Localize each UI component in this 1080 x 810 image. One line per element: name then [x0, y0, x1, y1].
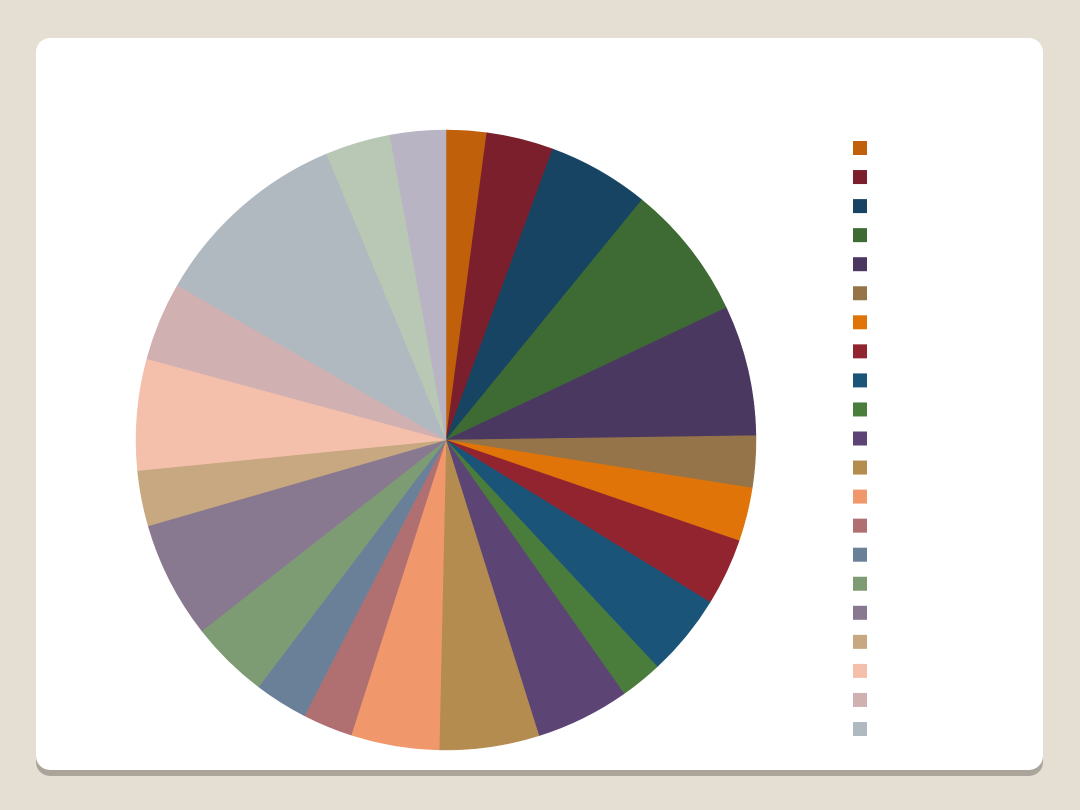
legend-swatch — [853, 692, 867, 707]
legend-swatch — [853, 286, 867, 301]
pie-slice — [445, 307, 757, 441]
pie-slice — [147, 439, 447, 632]
legend-swatch — [853, 228, 867, 243]
legend-swatch — [853, 722, 867, 736]
legend-swatch — [853, 141, 867, 155]
legend-swatch — [853, 257, 867, 272]
legend-swatch — [853, 199, 867, 214]
legend-swatch — [853, 663, 867, 678]
legend-swatch — [853, 460, 867, 475]
legend-swatch — [853, 373, 867, 388]
legend-swatch — [853, 170, 867, 185]
legend-swatch — [853, 344, 867, 359]
pie-slice — [445, 199, 727, 441]
legend-swatch — [853, 431, 867, 446]
legend-swatch — [853, 518, 867, 533]
pie-slice — [177, 153, 447, 441]
legend-swatch — [853, 315, 867, 330]
legend-swatch — [853, 605, 867, 620]
legend-swatch — [853, 489, 867, 504]
pie-slice — [389, 129, 447, 441]
legend-swatch — [853, 402, 867, 417]
legend-swatch — [853, 634, 867, 649]
legend-swatch — [853, 547, 867, 562]
legend-swatch — [853, 576, 867, 591]
